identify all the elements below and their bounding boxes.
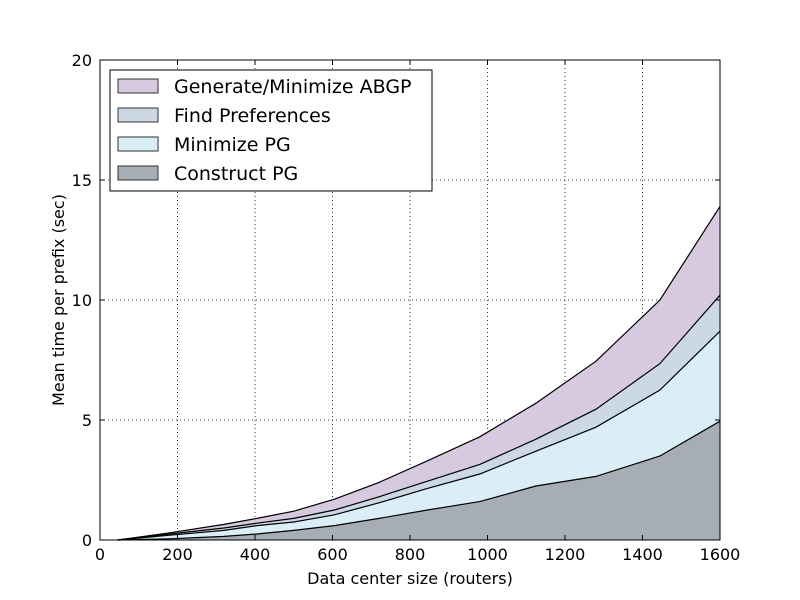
y-tick-label: 10 — [72, 291, 92, 310]
legend-swatch — [117, 78, 159, 94]
legend-label: Construct PG — [174, 163, 298, 185]
x-tick-label: 1000 — [467, 545, 508, 564]
x-tick-label: 200 — [162, 545, 193, 564]
legend-label: Minimize PG — [174, 134, 291, 156]
line-construct-pg — [117, 420, 721, 541]
x-tick-label: 1400 — [622, 545, 663, 564]
area-minimize-pg — [117, 331, 720, 540]
legend-box — [109, 69, 433, 192]
area-find-preferences — [117, 295, 720, 540]
legend: Generate/Minimize ABGP Find Preferences Mi… — [109, 69, 433, 192]
x-tick-label: 400 — [240, 545, 271, 564]
legend-label: Generate/Minimize ABGP — [174, 76, 412, 98]
x-tick-label: 1200 — [545, 545, 586, 564]
y-tick-label: 5 — [82, 411, 92, 430]
legend-label: Find Preferences — [174, 105, 331, 127]
y-tick-label: 15 — [72, 171, 92, 190]
ticks: 0 200 400 600 800 1000 1200 1400 1600 0 5 10 15 20 — [72, 51, 741, 564]
x-tick-label: 800 — [395, 545, 426, 564]
y-tick-label: 20 — [72, 51, 92, 70]
y-axis-title: Mean time per prefix (sec) — [49, 194, 68, 406]
areas — [117, 206, 720, 540]
line-minimize-pg — [117, 330, 721, 541]
x-tick-label: 0 — [95, 545, 105, 564]
x-tick-label: 1600 — [700, 545, 741, 564]
line-find-preferences — [117, 294, 721, 541]
series-lines — [117, 206, 721, 541]
x-axis-title: Data center size (routers) — [307, 569, 513, 588]
legend-swatch — [117, 136, 159, 152]
legend-swatch — [117, 165, 159, 181]
area-generate-minimize-abgp — [117, 206, 720, 540]
line-generate-minimize-abgp — [117, 206, 721, 541]
x-tick-label: 600 — [317, 545, 348, 564]
y-tick-label: 0 — [82, 531, 92, 550]
legend-swatch — [117, 107, 159, 123]
area-construct-pg — [117, 421, 720, 540]
